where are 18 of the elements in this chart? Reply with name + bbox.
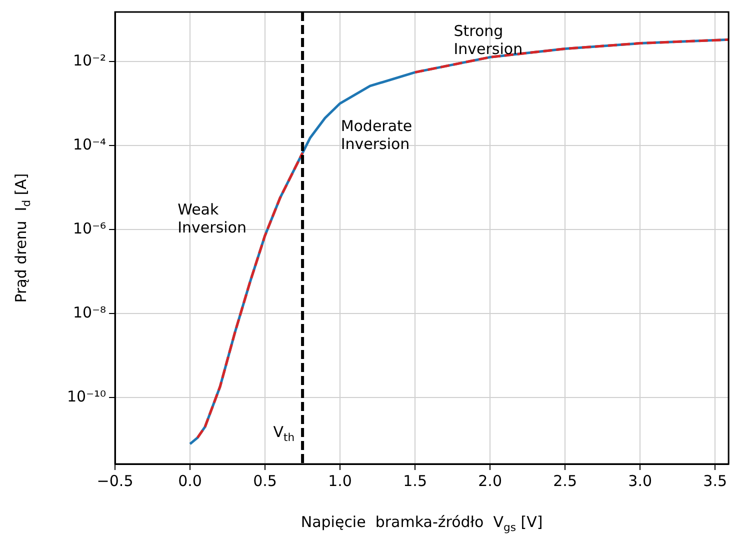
y-tick-label: 10⁻⁶ (73, 219, 106, 238)
x-tick-label: 0.0 (178, 472, 202, 490)
y-tick-label: 10⁻² (73, 51, 106, 70)
x-tick-label: 3.5 (703, 472, 727, 490)
annotation: Moderate Inversion (340, 117, 412, 154)
y-tick-label: 10⁻¹⁰ (67, 387, 106, 406)
x-tick-label: −0.5 (96, 472, 134, 490)
y-tick-label: 10⁻⁴ (73, 135, 106, 154)
y-tick-label: 10⁻⁸ (73, 303, 106, 322)
x-tick-label: 1.0 (328, 472, 352, 490)
x-tick-label: 2.0 (478, 472, 502, 490)
x-tick-label: 0.5 (253, 472, 277, 490)
annotation: Strong Inversion (454, 22, 523, 58)
x-tick-label: 3.0 (628, 472, 652, 490)
x-tick-label: 1.5 (403, 472, 427, 490)
annotation: Weak Inversion (178, 200, 246, 237)
x-tick-label: 2.5 (553, 472, 577, 490)
y-axis-title: Prąd drenu Id [A] (12, 173, 33, 303)
